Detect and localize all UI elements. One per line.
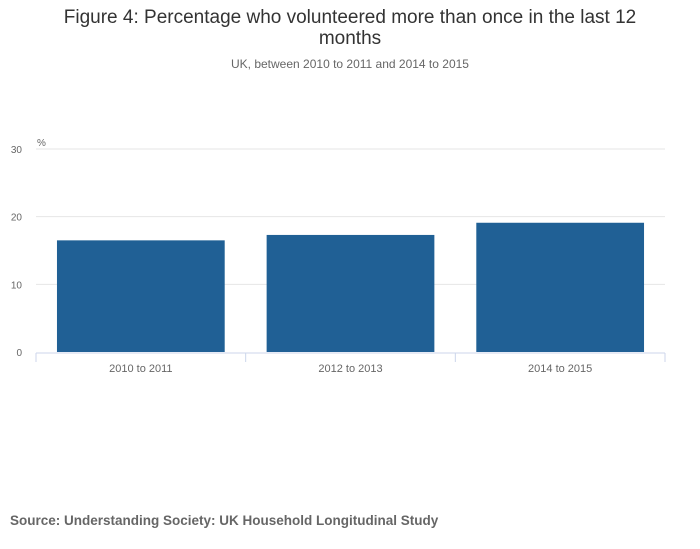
bar	[476, 222, 645, 352]
bar	[266, 234, 435, 352]
x-tick-label: 2014 to 2015	[528, 363, 592, 375]
bars	[56, 222, 645, 352]
x-axis	[35, 352, 666, 362]
bar-chart: 0 10 20 30 % 2010 to 2011 2012 to 2013 2014 t…	[11, 138, 666, 375]
chart-title: Figure 4: Percentage who volunteered mor…	[63, 7, 637, 49]
y-tick-label: 10	[11, 280, 23, 291]
x-tick-label: 2012 to 2013	[318, 363, 382, 375]
x-tick-label: 2010 to 2011	[109, 363, 172, 375]
y-tick-label: 0	[16, 348, 22, 359]
y-axis-unit-label: %	[37, 138, 46, 149]
bar	[56, 240, 225, 352]
y-tick-label: 20	[11, 213, 23, 224]
y-axis-ticks: 0 10 20 30	[11, 145, 23, 359]
chart-subtitle: UK, between 2010 to 2011 and 2014 to 201…	[231, 57, 469, 71]
x-axis-labels: 2010 to 2011 2012 to 2013 2014 to 2015	[109, 363, 592, 375]
y-tick-label: 30	[11, 145, 23, 156]
source-note: Source: Understanding Society: UK Househ…	[10, 513, 439, 528]
